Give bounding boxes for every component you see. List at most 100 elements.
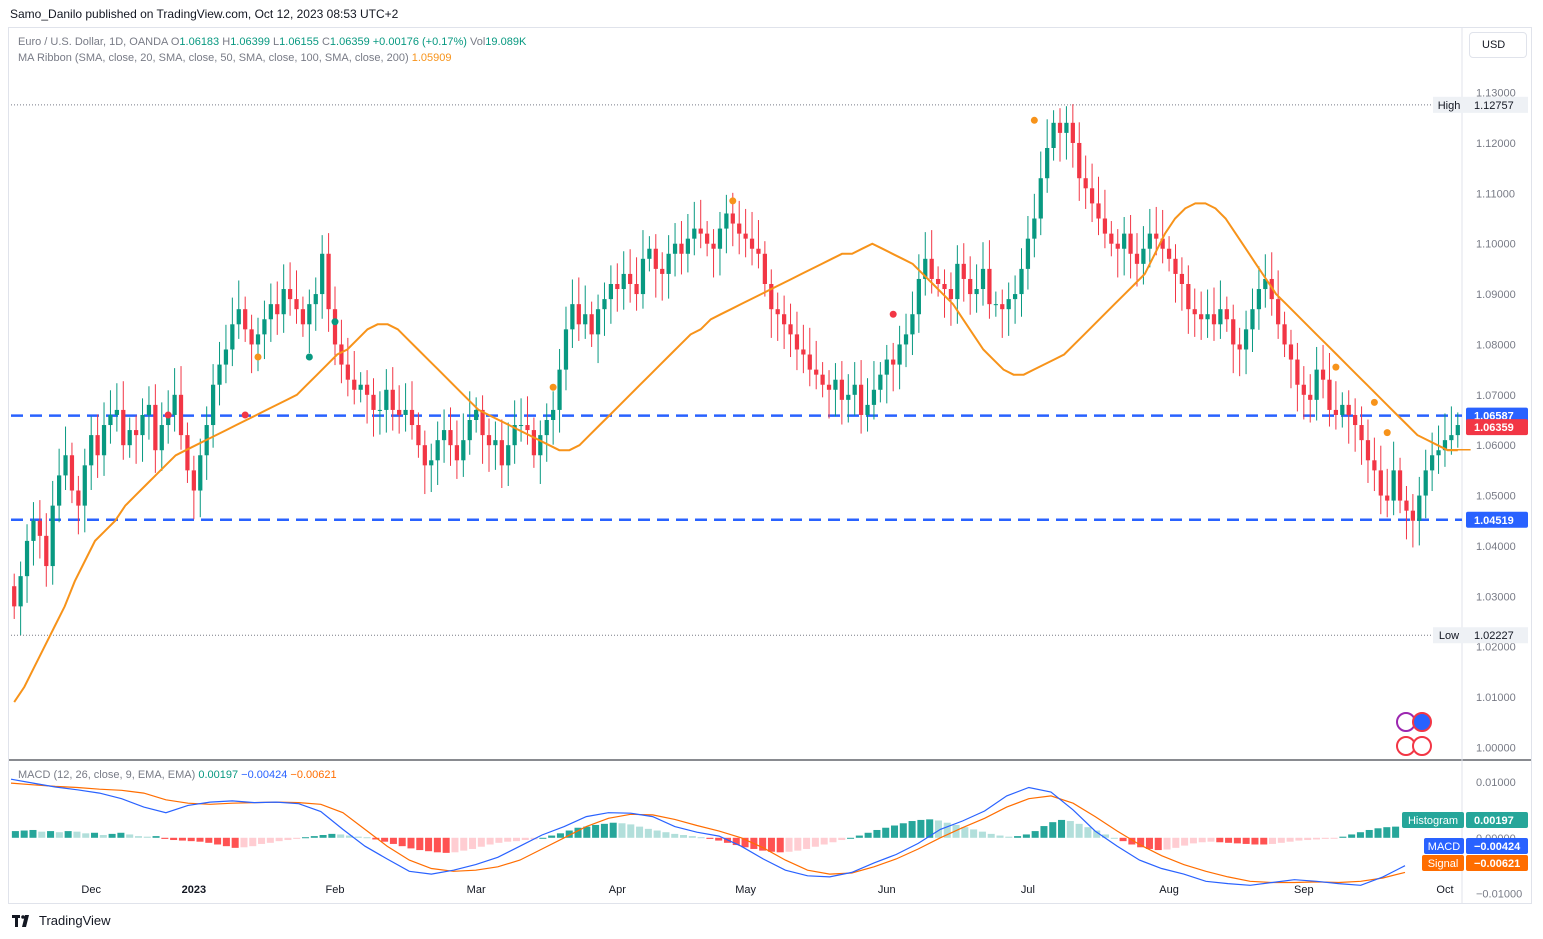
macd-histogram-bar [512,837,521,842]
time-tick-label: 2023 [182,884,206,896]
candle-body [653,248,658,269]
macd-histogram-bar [460,837,468,851]
candle-body [1436,450,1441,456]
candle-body [762,253,767,284]
candle-body [595,309,601,335]
candle-body [435,440,440,461]
macd-histogram-bar [187,837,195,842]
event-us-flag-icon [1412,736,1432,756]
candle-body [332,309,338,345]
candle-body [210,384,216,426]
macd-histogram-bar [1356,832,1364,838]
macd-histogram-bar [873,829,881,838]
macd-histogram-bar [1022,834,1030,838]
candle-body [1365,440,1371,461]
event-eu-flag-icon [1412,712,1432,732]
candle-body [1051,122,1056,148]
macd-histogram-bar [99,835,107,838]
macd-legend-hist: 0.00197 [198,769,239,781]
macd-histogram-bar [767,837,775,852]
candle-body [974,289,979,295]
macd-histogram-bar [90,832,99,838]
candle-body [95,435,100,456]
candle-body [37,520,42,536]
legend-l-value: 1.06155 [279,36,319,48]
candle-body [935,278,941,284]
candle-body [551,409,556,420]
macd-histogram-bar [1128,837,1136,845]
candle-body [18,576,23,607]
candle-body [1211,314,1217,325]
macd-histogram-bar [970,829,978,838]
macd-histogram-bar [82,833,90,838]
macd-histogram-bar [548,835,556,838]
signal-marker-orange [254,353,262,361]
candle-body [1224,309,1229,320]
candle-body [1000,304,1005,310]
macd-histogram-bar [1101,834,1110,838]
macd-tag-bg [1424,838,1464,854]
candle-body [294,299,299,310]
price-tick-label: 1.06000 [1476,440,1516,452]
candle-body [326,253,331,310]
macd-histogram-bar [152,836,160,838]
macd-histogram-bar [1225,837,1233,843]
candle-body [1128,233,1133,254]
macd-histogram-bar [794,837,802,851]
candle-body [1391,470,1396,501]
candle-body [948,289,954,300]
candle-body [1397,470,1403,501]
candle-body [1378,470,1383,496]
macd-histogram-bar [609,822,617,838]
candle-body [717,228,723,249]
candle-body [114,409,119,415]
macd-histogram-bar [820,837,828,845]
currency-button[interactable]: USD [1469,32,1527,58]
candle-body [1160,238,1165,249]
candle-body [320,253,325,295]
macd-histogram-bar [583,826,591,838]
candle-body [628,273,633,284]
macd-histogram-bar [240,837,248,848]
macd-histogram-bar [486,837,494,845]
price-tick-label: 1.11000 [1476,188,1515,200]
candle-body [608,284,614,300]
macd-histogram-bar [926,819,934,838]
candle-body [929,258,934,279]
candle-body [961,263,966,279]
candle-body [544,420,549,436]
candle-body [1006,299,1011,310]
macd-histogram-bar [521,837,529,841]
price-tick-label: 1.08000 [1476,339,1516,351]
candle-body [371,394,376,410]
macd-title[interactable]: MACD (12, 26, close, 9, EMA, EMA) [18,769,196,781]
macd-histogram-bar [1383,827,1391,838]
macd-histogram-bar [644,828,652,838]
signal-marker-orange [1030,116,1038,124]
ma-ribbon-title[interactable]: MA Ribbon (SMA, close, 20, SMA, close, 5… [18,52,409,64]
macd-histogram-bar [1145,837,1153,849]
candle-body [1012,294,1018,300]
candle-body [467,420,472,441]
macd-histogram-bar [1374,828,1382,838]
signal-marker-orange [1383,429,1391,437]
level-tag-bg [1433,96,1466,113]
price-tick-label: 1.07000 [1476,390,1516,402]
candle-body [1250,309,1255,330]
candle-body [1173,258,1178,274]
candle-body [1134,253,1140,264]
candle-body [987,268,992,305]
candle-body [480,409,485,436]
macd-histogram-bar [284,837,292,841]
symbol-title[interactable]: Euro / U.S. Dollar, 1D, OANDA [18,36,168,48]
price-tick-label: 1.09000 [1476,289,1516,301]
chart-frame [8,27,1532,904]
candle-body [364,384,370,395]
signal-marker-orange [549,383,557,391]
price-tick-label: 1.02000 [1476,642,1516,654]
macd-histogram-bar [1260,837,1268,845]
last-price-label: 1.06359 [1474,422,1514,434]
tradingview-footer[interactable]: TradingView [12,913,111,928]
macd-histogram-bar [1242,837,1250,844]
